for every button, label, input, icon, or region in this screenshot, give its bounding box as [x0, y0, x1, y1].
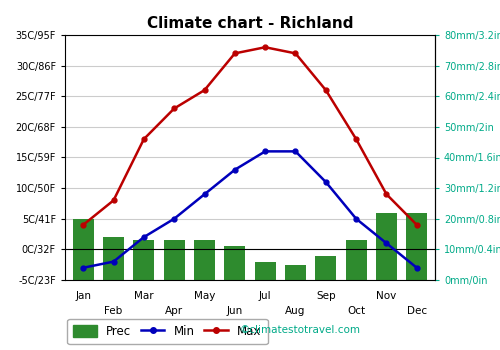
Text: Oct: Oct — [347, 306, 365, 316]
Bar — [254, 261, 276, 280]
Text: Jul: Jul — [259, 291, 272, 301]
Text: Mar: Mar — [134, 291, 154, 301]
Title: Climate chart - Richland: Climate chart - Richland — [147, 16, 353, 31]
Bar — [285, 265, 306, 280]
Text: Jun: Jun — [226, 306, 243, 316]
Text: May: May — [194, 291, 215, 301]
Text: Nov: Nov — [376, 291, 396, 301]
Bar — [376, 212, 397, 280]
Text: Aug: Aug — [286, 306, 306, 316]
Bar — [346, 240, 367, 280]
Bar — [315, 256, 336, 280]
Text: Sep: Sep — [316, 291, 336, 301]
Bar — [133, 240, 154, 280]
Bar — [224, 246, 246, 280]
Legend: Prec, Min, Max: Prec, Min, Max — [67, 319, 268, 344]
Bar — [72, 219, 94, 280]
Text: Feb: Feb — [104, 306, 122, 316]
Text: Jan: Jan — [75, 291, 91, 301]
Bar — [164, 240, 185, 280]
Bar — [194, 240, 215, 280]
Text: Apr: Apr — [165, 306, 183, 316]
Bar — [103, 237, 124, 280]
Bar — [406, 212, 427, 280]
Text: Dec: Dec — [406, 306, 427, 316]
Text: ©climatestotravel.com: ©climatestotravel.com — [240, 325, 361, 335]
